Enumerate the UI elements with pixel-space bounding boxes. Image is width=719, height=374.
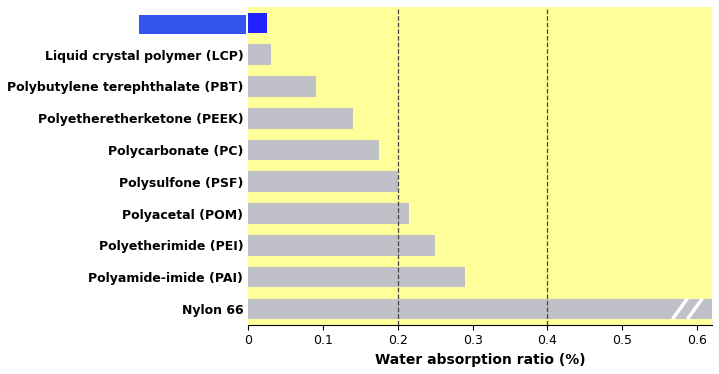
Bar — [248, 76, 316, 97]
X-axis label: Water absorption ratio (%): Water absorption ratio (%) — [375, 353, 585, 367]
Bar — [248, 108, 353, 129]
Bar — [248, 298, 712, 319]
Bar — [248, 267, 465, 288]
Bar — [248, 140, 379, 160]
Bar — [248, 44, 270, 65]
Bar — [248, 235, 435, 256]
Bar — [248, 203, 409, 224]
Bar — [248, 12, 267, 33]
Bar — [248, 171, 398, 192]
